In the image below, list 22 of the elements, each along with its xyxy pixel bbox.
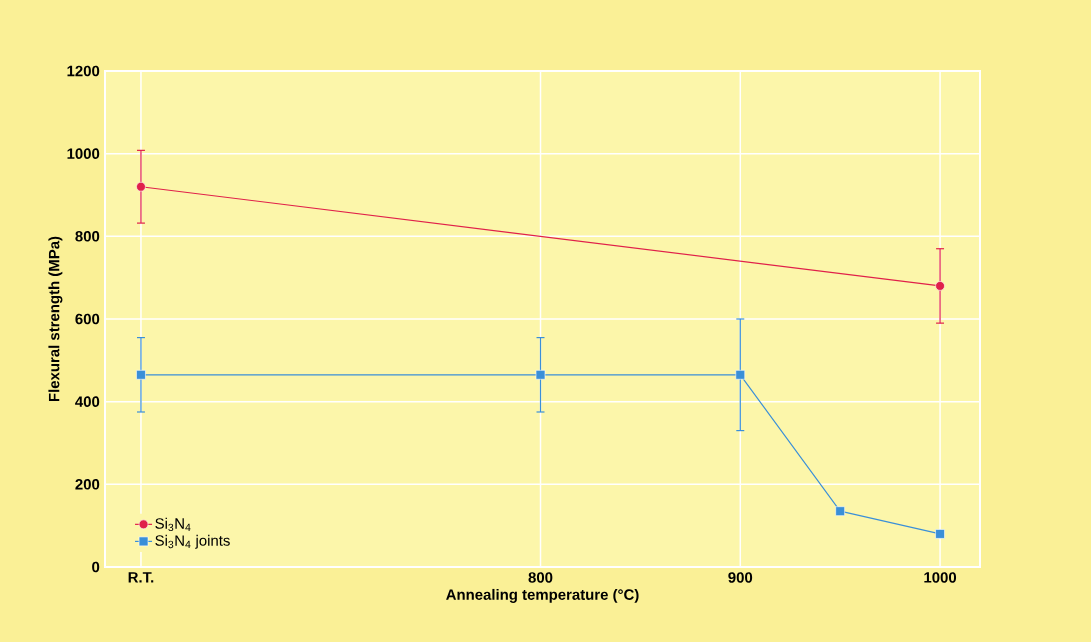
y-tick-label: 400 xyxy=(75,396,100,407)
point xyxy=(735,370,746,380)
legend-label: Si$_{3}$N$_{4}$ xyxy=(155,517,191,532)
x-tick-label: R.T. xyxy=(128,572,154,583)
y-tick-label: 1000 xyxy=(67,148,100,159)
point xyxy=(535,370,546,380)
y-tick-label: 200 xyxy=(75,479,100,490)
point xyxy=(136,181,146,192)
y-tick-label: 1200 xyxy=(67,65,100,77)
y-axis-title: Flexural strength (MPa) xyxy=(48,236,63,402)
x-axis-title: Annealing temperature (°C) xyxy=(446,588,639,603)
x-tick-label: 800 xyxy=(528,572,553,583)
point xyxy=(835,506,845,516)
y-tick-label: 800 xyxy=(75,231,100,242)
x-tick-label: 900 xyxy=(728,572,753,583)
point xyxy=(935,529,945,539)
x-tick-label: 1000 xyxy=(924,572,957,583)
legend-label: Si$_{3}$N$_{4}$ joints xyxy=(155,534,230,549)
point xyxy=(136,370,146,380)
point xyxy=(935,281,945,291)
y-tick-label: 600 xyxy=(75,313,100,325)
y-tick-label: 0 xyxy=(92,561,100,573)
